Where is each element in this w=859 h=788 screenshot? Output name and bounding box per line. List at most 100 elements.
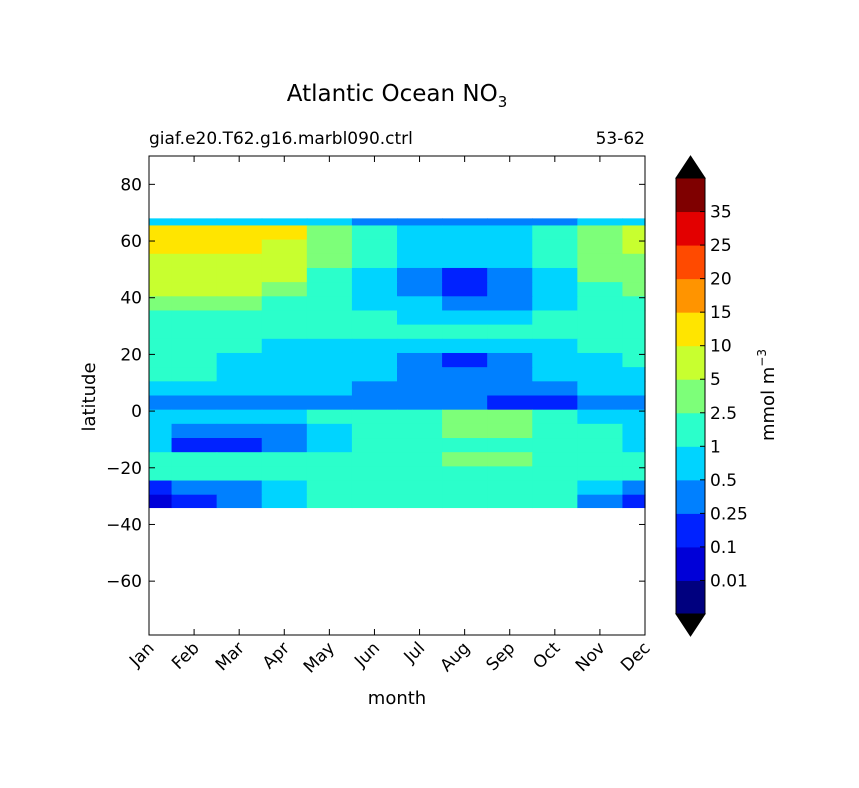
heatmap-cell [216, 395, 263, 411]
colorbar-tick-label: 0.25 [710, 504, 748, 524]
heatmap-cell [487, 352, 533, 368]
heatmap-cell [442, 381, 488, 397]
heatmap-cell [577, 367, 624, 382]
heatmap-cell [351, 480, 398, 496]
colorbar-tick-label: 35 [710, 203, 732, 223]
x-tick-label: Apr [259, 638, 294, 673]
heatmap-cell [261, 218, 308, 227]
heatmap-cell [487, 218, 533, 227]
heatmap-cell [442, 338, 488, 354]
heatmap-cell [261, 225, 308, 241]
heatmap-cell [532, 466, 578, 482]
colorbar-swatch [676, 178, 705, 213]
heatmap-cell [261, 239, 308, 255]
heatmap-cell [261, 296, 308, 312]
heatmap-cell [442, 253, 488, 269]
heatmap-cell [171, 218, 218, 227]
heatmap-cell [577, 282, 624, 297]
y-tick-label: −40 [106, 515, 142, 535]
heatmap-cell [397, 296, 443, 312]
colorbar-swatch [676, 278, 705, 313]
heatmap-cell [487, 381, 533, 397]
x-tick-label: May [300, 638, 339, 677]
heatmap-cell [622, 310, 646, 326]
heatmap-cell [261, 282, 308, 297]
x-tick-label: Aug [437, 638, 475, 676]
heatmap-cell [397, 239, 443, 255]
heatmap-cell [216, 409, 263, 425]
heatmap-cell [532, 480, 578, 496]
heatmap-cell [171, 282, 218, 297]
heatmap-cell [487, 423, 533, 439]
heatmap-cell [397, 225, 443, 241]
heatmap-cell [622, 239, 646, 255]
heatmap-cell [442, 466, 488, 482]
heatmap-cell [577, 218, 624, 227]
colorbar-swatch [676, 513, 705, 548]
heatmap-cell [397, 218, 443, 227]
heatmap-cell [351, 466, 398, 482]
heatmap-cell [442, 218, 488, 227]
heatmap-cell [261, 310, 308, 326]
colorbar-swatch [676, 312, 705, 347]
heatmap-cell [149, 310, 173, 326]
colorbar-swatch [676, 546, 705, 581]
heatmap-cell [306, 296, 353, 312]
heatmap-cell [216, 310, 263, 326]
heatmap-cell [171, 253, 218, 269]
heatmap-cell [442, 239, 488, 255]
x-tick-label: Dec [617, 638, 654, 675]
heatmap-cell [261, 338, 308, 354]
heatmap-cell [397, 267, 443, 283]
heatmap-cell [487, 253, 533, 269]
heatmap-cell [442, 494, 488, 509]
heatmap-cell [397, 282, 443, 297]
heatmap-cell [351, 395, 398, 411]
heatmap-cell [306, 367, 353, 382]
heatmap-cell [577, 310, 624, 326]
colorbar-tick-label: 0.1 [710, 538, 737, 558]
heatmap-cell [622, 296, 646, 312]
heatmap-cell [261, 324, 308, 340]
heatmap-cell [487, 367, 533, 382]
heatmap-cell [351, 324, 398, 340]
y-tick-label: 0 [131, 402, 142, 422]
heatmap-cell [149, 267, 173, 283]
y-tick-label: 60 [120, 232, 142, 252]
heatmap-cell [171, 381, 218, 397]
heatmap-cell [397, 367, 443, 382]
heatmap-cell [622, 225, 646, 241]
heatmap-cell [306, 352, 353, 368]
heatmap-cell [487, 480, 533, 496]
heatmap-cell [577, 466, 624, 482]
heatmap-cell [397, 452, 443, 467]
heatmap-cell [171, 310, 218, 326]
heatmap-cell [622, 381, 646, 397]
colorbar-tick-label: 0.01 [710, 571, 748, 591]
colorbar-swatch [676, 446, 705, 481]
chart-title: Atlantic Ocean NO3 [287, 81, 508, 111]
heatmap-cell [577, 395, 624, 411]
x-tick-label: Sep [482, 638, 519, 675]
x-tick-label: Jul [400, 638, 429, 667]
colorbar-swatch [676, 580, 705, 615]
colorbar-tick-label: 10 [710, 337, 732, 357]
heatmap-cell [397, 381, 443, 397]
y-tick-label: −60 [106, 572, 142, 592]
heatmap-cell [306, 267, 353, 283]
colorbar-extend-under [675, 613, 706, 637]
heatmap-cell [622, 282, 646, 297]
heatmap-cell [487, 239, 533, 255]
heatmap-cell [149, 466, 173, 482]
heatmap-cell [171, 466, 218, 482]
heatmap-cell [487, 395, 533, 411]
heatmap-cell [351, 367, 398, 382]
x-tick-label: Feb [168, 638, 203, 673]
y-tick-label: 40 [120, 289, 142, 309]
heatmap-cell [306, 239, 353, 255]
heatmap-cell [487, 282, 533, 297]
heatmap-cell [149, 324, 173, 340]
heatmap-cell [306, 282, 353, 297]
heatmap-cell [216, 452, 263, 467]
heatmap-cell [216, 225, 263, 241]
